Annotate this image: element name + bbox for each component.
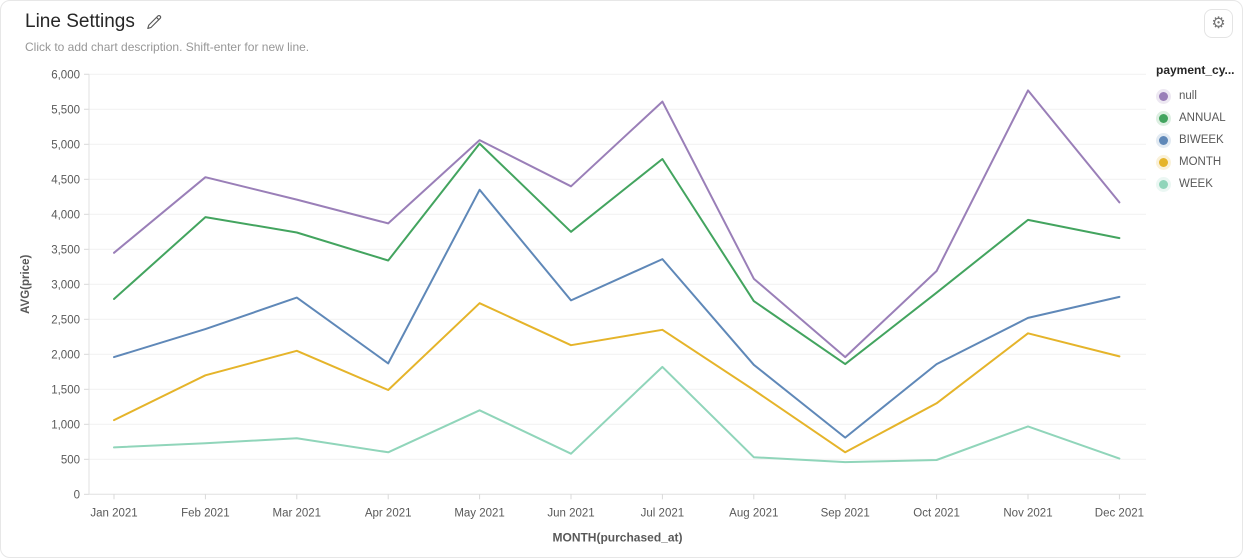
- legend-items: null ANNUAL BIWEEK MONTH WEEK: [1156, 88, 1242, 192]
- chart-header: Line Settings Click to add chart descrip…: [1, 1, 1242, 57]
- series-line-BIWEEK[interactable]: [113, 188, 1121, 439]
- legend-swatch-icon: [1156, 88, 1171, 104]
- line-chart: 0 500 1,000 1,500 2,000 2,500 3,000 3,500 4,000 4…: [20, 69, 1146, 544]
- chart-area: 0 500 1,000 1,500 2,000 2,500 3,000 3,500 4,000 4…: [1, 57, 1151, 557]
- y-tick-label: 500: [61, 454, 80, 466]
- legend-item-label: WEEK: [1179, 178, 1213, 190]
- settings-button[interactable]: ⚙: [1204, 9, 1233, 38]
- series-line-WEEK[interactable]: [113, 365, 1121, 464]
- legend-swatch-dot: [1159, 179, 1168, 189]
- edit-title-button[interactable]: [145, 13, 163, 31]
- legend-item-label: ANNUAL: [1179, 112, 1226, 124]
- x-tick-label: Mar 2021: [273, 507, 322, 519]
- x-tick-label: Oct 2021: [913, 507, 960, 519]
- legend-item-label: null: [1179, 90, 1197, 102]
- x-tick-label: Apr 2021: [365, 507, 412, 519]
- series-line-ANNUAL[interactable]: [113, 142, 1121, 366]
- y-axis-title: AVG(price): [20, 255, 32, 314]
- legend-item-label: BIWEEK: [1179, 134, 1224, 146]
- series-line-MONTH[interactable]: [113, 302, 1121, 454]
- x-tick-label: Sep 2021: [821, 507, 870, 519]
- legend-item-label: MONTH: [1179, 156, 1222, 168]
- x-tick-label: Jun 2021: [547, 507, 594, 519]
- legend-swatch-dot: [1159, 135, 1168, 145]
- x-tick-label: Jan 2021: [90, 507, 137, 519]
- y-tick-label: 0: [74, 489, 80, 501]
- legend-item-WEEK[interactable]: WEEK: [1156, 176, 1242, 192]
- legend-swatch-icon: [1156, 110, 1171, 126]
- chart-description-placeholder[interactable]: Click to add chart description. Shift-en…: [25, 40, 310, 54]
- x-tick-label: Dec 2021: [1095, 507, 1144, 519]
- legend-title: payment_cy...: [1156, 63, 1235, 77]
- y-tick-label: 4,000: [51, 209, 80, 221]
- x-axis-title: MONTH(purchased_at): [552, 530, 682, 544]
- series-line-null[interactable]: [113, 89, 1121, 359]
- legend-item-null[interactable]: null: [1156, 88, 1242, 104]
- legend-swatch-icon: [1156, 176, 1171, 192]
- legend-swatch-dot: [1159, 157, 1168, 167]
- legend-swatch-icon: [1156, 132, 1171, 148]
- y-tick-label: 6,000: [51, 69, 80, 81]
- y-tick-label: 5,000: [51, 139, 80, 151]
- x-tick-label: Aug 2021: [729, 507, 778, 519]
- legend-item-MONTH[interactable]: MONTH: [1156, 154, 1242, 170]
- gear-icon: ⚙: [1211, 14, 1226, 32]
- y-tick-label: 3,000: [51, 279, 80, 291]
- legend: payment_cy... null ANNUAL BIWEEK MONTH WEEK: [1156, 63, 1242, 198]
- y-tick-label: 3,500: [51, 244, 80, 256]
- x-tick-label: Nov 2021: [1003, 507, 1052, 519]
- y-tick-label: 2,500: [51, 314, 80, 326]
- x-tick-label: Jul 2021: [641, 507, 684, 519]
- y-tick-label: 1,000: [51, 419, 80, 431]
- y-tick-label: 4,500: [51, 174, 80, 186]
- legend-swatch-dot: [1159, 91, 1168, 101]
- legend-swatch-icon: [1156, 154, 1171, 170]
- legend-item-BIWEEK[interactable]: BIWEEK: [1156, 132, 1242, 148]
- y-tick-label: 2,000: [51, 349, 80, 361]
- page-title: Line Settings: [25, 11, 135, 32]
- x-tick-label: May 2021: [454, 507, 505, 519]
- pencil-icon: [147, 15, 162, 29]
- y-tick-label: 1,500: [51, 384, 80, 396]
- legend-swatch-dot: [1159, 113, 1168, 123]
- y-tick-label: 5,500: [51, 104, 80, 116]
- legend-item-ANNUAL[interactable]: ANNUAL: [1156, 110, 1242, 126]
- x-tick-label: Feb 2021: [181, 507, 230, 519]
